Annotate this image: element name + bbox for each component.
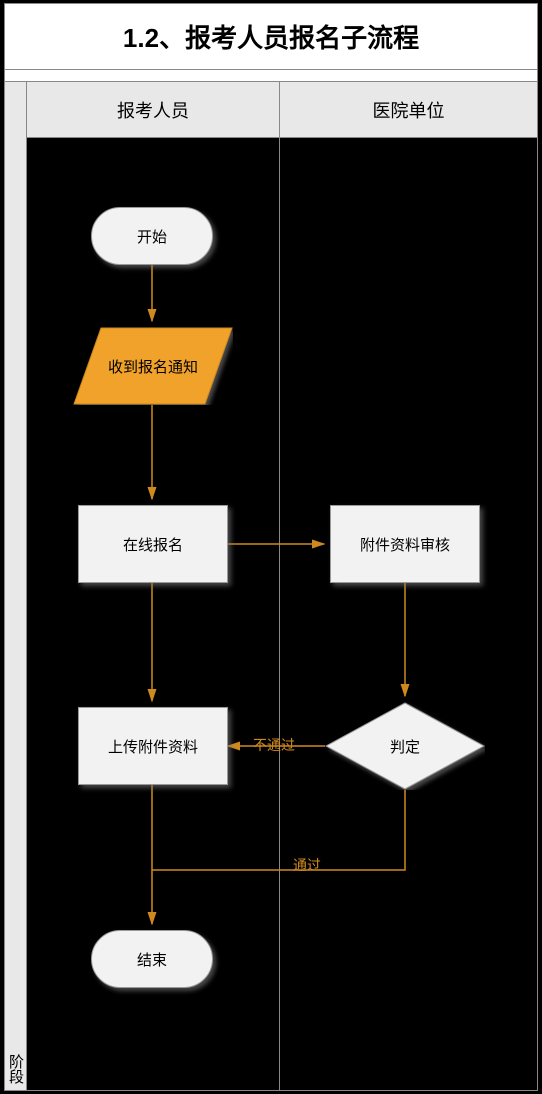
node-start: 开始 [91,207,213,265]
node-online-label: 在线报名 [123,534,183,555]
node-notice-label: 收到报名通知 [108,356,198,377]
node-online: 在线报名 [78,505,228,583]
header-gap [5,70,537,82]
node-upload-label: 上传附件资料 [108,736,198,757]
edge-label-fail: 不通过 [253,735,295,755]
lane-header-left-label: 报考人员 [117,97,189,123]
node-upload: 上传附件资料 [78,707,228,785]
diagram-canvas: 1.2、报考人员报名子流程 阶段 报考人员 医院单位 开始 [0,0,542,1094]
edge-label-pass: 通过 [293,855,321,875]
node-decide: 判定 [325,702,485,790]
lane-header-right: 医院单位 [280,82,537,138]
node-decide-label: 判定 [390,736,420,757]
node-start-label: 开始 [137,226,167,247]
node-end: 结束 [91,930,213,988]
node-review-label: 附件资料审核 [360,534,450,555]
lane-header-left: 报考人员 [27,82,280,138]
lane-headers: 报考人员 医院单位 [27,82,537,138]
lane-divider [279,138,280,1090]
node-notice: 收到报名通知 [73,327,233,405]
phase-label: 阶段 [5,1054,26,1084]
lane-header-right-label: 医院单位 [373,97,445,123]
title-text: 1.2、报考人员报名子流程 [123,18,419,55]
phase-column: 阶段 [5,82,27,1090]
node-review: 附件资料审核 [330,505,480,583]
title-bar: 1.2、报考人员报名子流程 [5,4,537,70]
node-end-label: 结束 [137,949,167,970]
